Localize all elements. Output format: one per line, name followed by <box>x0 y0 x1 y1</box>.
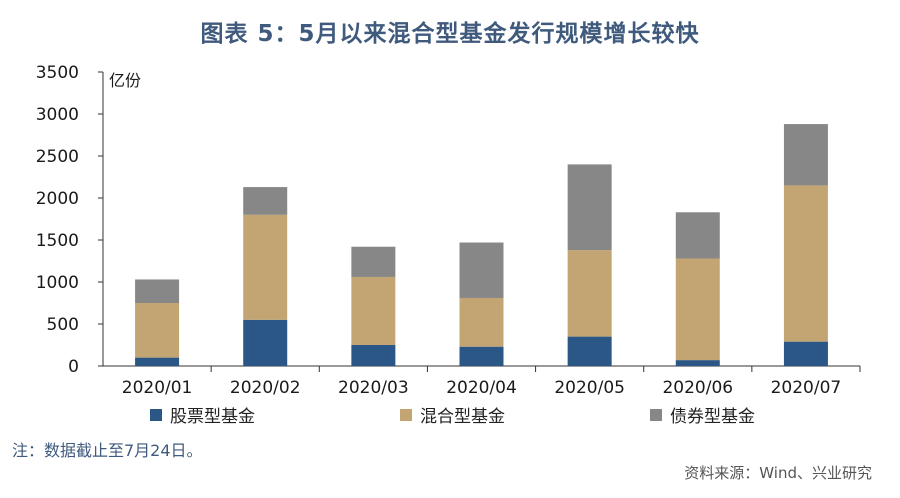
y-tick-label: 2500 <box>36 147 79 167</box>
bar-segment-bond-2020-01 <box>135 279 180 303</box>
y-tick-label: 1000 <box>36 273 79 293</box>
bar-segment-bond-2020-07 <box>783 124 828 186</box>
bar-segment-mixed-2020-04 <box>459 297 504 347</box>
legend-item-bond-fund: 债券型基金 <box>650 402 755 427</box>
bar-segment-stock-2020-06 <box>675 360 720 366</box>
bar-segment-stock-2020-07 <box>783 341 828 366</box>
y-axis-unit-label: 亿份 <box>109 71 141 90</box>
y-tick-label: 3500 <box>36 63 79 83</box>
chart-title: 图表 5：5月以来混合型基金发行规模增长较快 <box>200 21 700 47</box>
legend-label-bond-fund: 债券型基金 <box>670 407 755 427</box>
bar-segment-mixed-2020-03 <box>351 276 396 345</box>
bar-segment-mixed-2020-01 <box>135 303 180 358</box>
bar-segment-stock-2020-05 <box>567 336 612 366</box>
chart-legend: 股票型基金 混合型基金 债券型基金 <box>150 402 850 427</box>
x-tick-label: 2020/01 <box>122 378 193 398</box>
bar-segment-stock-2020-01 <box>135 357 180 366</box>
y-tick-label: 2000 <box>36 189 79 209</box>
bar-segment-stock-2020-03 <box>351 345 396 366</box>
bar-segment-bond-2020-02 <box>243 187 288 215</box>
legend-swatch-stock-fund <box>150 408 162 421</box>
bar-segment-bond-2020-04 <box>459 242 504 298</box>
legend-swatch-bond-fund <box>650 408 662 421</box>
y-tick-label: 3000 <box>36 105 79 125</box>
legend-item-stock-fund: 股票型基金 <box>150 402 255 427</box>
bar-segment-mixed-2020-07 <box>783 185 828 342</box>
bar-segment-bond-2020-03 <box>351 246 396 277</box>
bar-segment-mixed-2020-05 <box>567 250 612 337</box>
x-tick-label: 2020/04 <box>446 378 517 398</box>
y-tick-label: 0 <box>68 357 79 377</box>
bar-segment-stock-2020-02 <box>243 319 288 366</box>
y-tick-label: 1500 <box>36 231 79 251</box>
legend-item-mixed-fund: 混合型基金 <box>400 402 505 427</box>
x-tick-label: 2020/03 <box>338 378 409 398</box>
x-tick-label: 2020/02 <box>230 378 301 398</box>
bar-segment-stock-2020-04 <box>459 346 504 366</box>
bar-segment-mixed-2020-02 <box>243 214 288 320</box>
legend-label-stock-fund: 股票型基金 <box>170 407 255 427</box>
legend-swatch-mixed-fund <box>400 408 412 421</box>
x-tick-label: 2020/06 <box>662 378 733 398</box>
x-tick-label: 2020/05 <box>554 378 625 398</box>
x-tick-label: 2020/07 <box>771 378 842 398</box>
bar-segment-bond-2020-05 <box>567 164 612 251</box>
bar-segment-bond-2020-06 <box>675 212 720 259</box>
source-note: 资料来源：Wind、兴业研究 <box>684 464 872 482</box>
bar-segment-mixed-2020-06 <box>675 258 720 361</box>
footnote: 注：数据截止至7月24日。 <box>12 441 203 460</box>
legend-label-mixed-fund: 混合型基金 <box>420 407 505 427</box>
y-tick-label: 500 <box>47 315 79 335</box>
